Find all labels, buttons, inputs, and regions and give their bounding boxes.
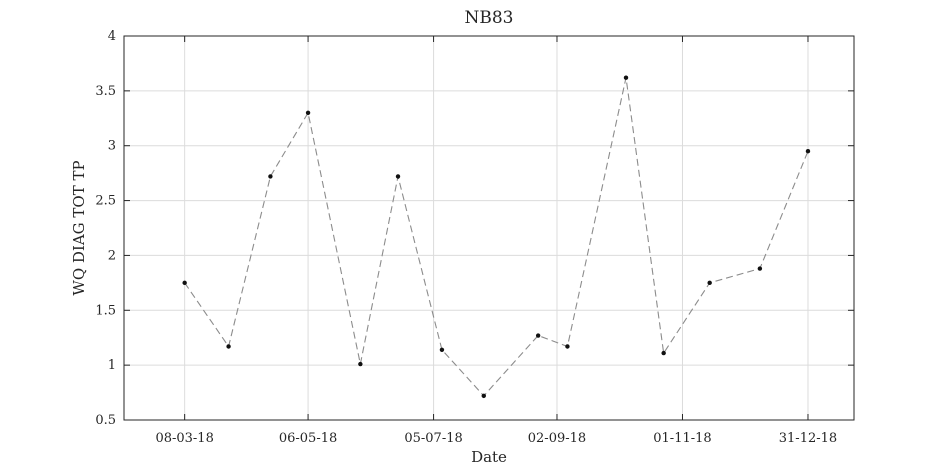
- series-layer: [182, 75, 811, 399]
- data-point: [535, 333, 541, 338]
- plot-frame: [123, 35, 855, 421]
- y-tick-label: 4: [108, 29, 116, 44]
- data-point: [757, 266, 763, 271]
- data-point: [565, 344, 570, 349]
- x-tick-label: 06-05-18: [279, 431, 337, 446]
- x-tick-label: 31-12-18: [779, 431, 837, 446]
- grid: [124, 35, 854, 421]
- y-tick-label: 3.5: [95, 84, 116, 99]
- data-point: [268, 174, 273, 179]
- data-point: [481, 393, 486, 399]
- y-axis: 0.5 1 1.5 2 2.5 3 3.5 4: [95, 29, 854, 428]
- y-tick-label: 2: [108, 248, 116, 263]
- y-tick-label: 2.5: [95, 194, 116, 209]
- y-tick-label: 3: [108, 139, 116, 154]
- data-point: [805, 149, 811, 154]
- y-axis-label: WQ DIAG TOT TP: [70, 160, 88, 295]
- data-point: [226, 344, 231, 349]
- data-point: [707, 280, 712, 286]
- data-point: [661, 350, 666, 356]
- x-tick-label: 05-07-18: [404, 431, 462, 446]
- chart-title: NB83: [465, 8, 514, 28]
- x-tick-label: 02-09-18: [528, 431, 586, 446]
- y-tick-label: 1: [108, 358, 116, 373]
- data-point: [439, 347, 445, 352]
- x-tick-label: 08-03-18: [155, 431, 213, 446]
- y-tick-label: 1.5: [95, 303, 116, 318]
- data-point: [305, 110, 311, 116]
- x-axis: 08-03-18 06-05-18 05-07-18 02-09-18 01-11-18…: [155, 36, 837, 446]
- data-point: [182, 280, 187, 286]
- series-line: [184, 77, 809, 397]
- data-point: [623, 75, 629, 80]
- x-axis-label: Date: [471, 448, 507, 466]
- x-tick-label: 01-11-18: [653, 431, 711, 446]
- data-point: [395, 174, 401, 179]
- data-point: [358, 361, 363, 367]
- y-tick-label: 0.5: [95, 413, 116, 428]
